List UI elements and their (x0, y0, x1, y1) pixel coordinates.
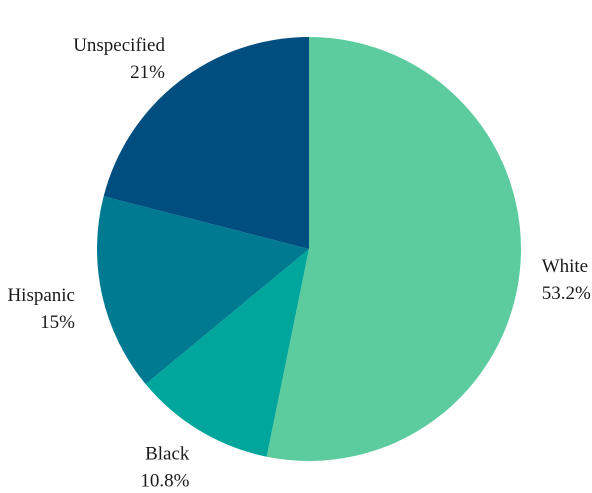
pie-slice-hispanic (97, 196, 309, 385)
pie-slice-unspecified (103, 37, 309, 249)
slice-value: 10.8% (140, 471, 189, 492)
slice-label: Black (145, 444, 190, 465)
pie-slice-black (145, 249, 309, 457)
slice-value: 53.2% (542, 283, 591, 304)
pie-slice-white (266, 37, 521, 462)
slice-value: 15% (40, 312, 75, 333)
pie-slices (97, 37, 521, 462)
slice-value: 21% (130, 62, 165, 83)
slice-label: Hispanic (7, 285, 75, 306)
pie-labels: White 53.2% Black 10.8% Hispanic 15% Unspecifi… (7, 35, 590, 492)
slice-label: Unspecified (73, 35, 165, 56)
slice-label: White (542, 256, 588, 277)
